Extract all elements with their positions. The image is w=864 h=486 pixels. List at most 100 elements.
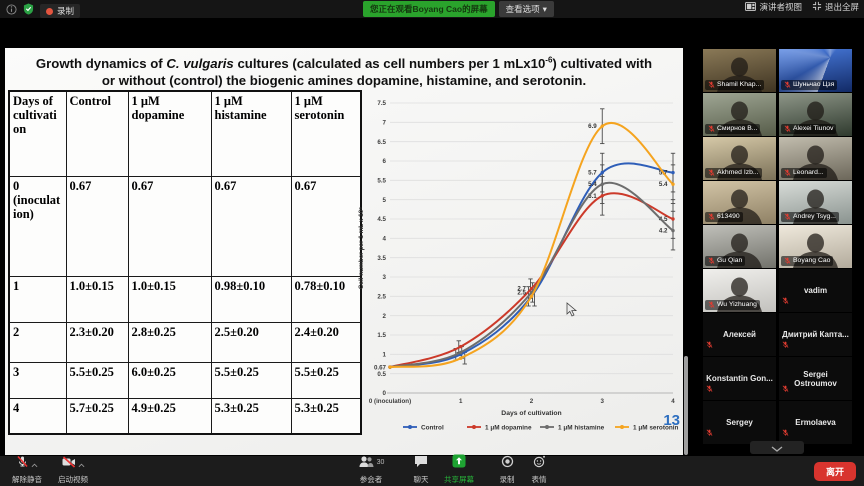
svg-text:5.4: 5.4: [588, 181, 597, 188]
table-cell: 0.98±0.10: [210, 275, 292, 323]
view-options-button[interactable]: 查看选项 ▾: [498, 1, 554, 17]
participant-name: Gu Qian: [705, 255, 746, 266]
table-cell: 5.5±0.25: [290, 361, 362, 399]
table-row: 1 1.0±0.15 1.0±0.15 0.98±0.10 0.78±0.10: [8, 275, 362, 323]
record-icon: [501, 455, 514, 473]
svg-text:4.2: 4.2: [659, 228, 668, 235]
participant-tile[interactable]: Leonard...: [779, 137, 852, 180]
mic-muted-icon: [706, 380, 713, 398]
camera-off-icon: [62, 455, 76, 473]
share-screen-button[interactable]: 共享屏幕: [436, 454, 482, 485]
viewing-screen-badge: 您正在观看Boyang Cao的屏幕: [363, 1, 495, 17]
reactions-button[interactable]: 表情: [516, 455, 562, 485]
mouse-cursor: [566, 302, 578, 323]
record-button[interactable]: 录制: [484, 455, 530, 485]
mic-muted-icon: [16, 455, 29, 473]
participant-name: Шуньчао Цзя: [781, 79, 838, 90]
participants-icon: [358, 455, 374, 473]
table-cell: 2.4±0.20: [290, 321, 362, 363]
svg-text:Days of cultivation: Days of cultivation: [501, 410, 561, 417]
participants-sidebar: Shamil Khap... Шуньчао Цзя Смирнов В... Ale…: [690, 18, 864, 456]
chevron-up-icon[interactable]: [31, 455, 38, 473]
shared-slide: Growth dynamics of C. vulgaris cultures …: [5, 48, 683, 455]
column-header: 1 μM histamine: [210, 90, 292, 177]
svg-text:5.7: 5.7: [588, 170, 597, 177]
encryption-shield-icon[interactable]: [23, 2, 34, 20]
participant-name: Алексей: [723, 330, 756, 339]
svg-text:1: 1: [459, 398, 463, 405]
participant-tile[interactable]: Akhmed Izb...: [703, 137, 776, 180]
participant-name: Wu Yizhuang: [705, 299, 760, 310]
start-video-button[interactable]: 启动视频: [50, 456, 96, 485]
svg-text:1 μM dopamine: 1 μM dopamine: [485, 424, 532, 431]
participant-tile[interactable]: Shamil Khap...: [703, 49, 776, 92]
mic-muted-icon: [782, 380, 789, 398]
participant-tile[interactable]: Alexei Tiunov: [779, 93, 852, 136]
participants-button[interactable]: 30 参会者: [348, 456, 394, 485]
svg-text:0.5: 0.5: [377, 371, 386, 378]
participant-tile[interactable]: Gu Qian: [703, 225, 776, 268]
mic-muted-icon: [706, 336, 713, 354]
table-cell: 5.7±0.25: [65, 397, 129, 435]
chevron-down-icon: [771, 440, 783, 455]
meeting-toolbar: 解除静音 启动视频 30 参会者 聊天 共享屏幕 录制: [0, 454, 864, 486]
table-cell: 0.67: [290, 175, 362, 277]
recording-dot-icon: [46, 7, 53, 15]
growth-table: Days of cultivation Control 1 μM dopamine 1…: [8, 90, 362, 435]
participant-tile[interactable]: Wu Yizhuang: [703, 269, 776, 312]
mic-muted-icon: [782, 336, 789, 354]
svg-text:4.5: 4.5: [377, 216, 386, 223]
participant-tile[interactable]: Дмитрий Капта...: [779, 313, 852, 356]
svg-text:1 μM histamine: 1 μM histamine: [558, 424, 605, 431]
table-cell: 1.0±0.15: [127, 275, 212, 323]
reactions-icon: [533, 455, 546, 473]
participant-name: Akhmed Izb...: [705, 167, 762, 178]
participant-name: Alexei Tiunov: [781, 123, 837, 134]
info-icon[interactable]: [6, 2, 17, 20]
leave-button[interactable]: 离开: [813, 462, 856, 481]
participant-name: Sergey: [726, 418, 753, 427]
chevron-up-icon[interactable]: [78, 455, 85, 473]
svg-text:6: 6: [383, 158, 387, 165]
participant-video: [779, 49, 852, 92]
svg-text:1.5: 1.5: [377, 332, 386, 339]
participant-tile[interactable]: Шуньчао Цзя: [779, 49, 852, 92]
participant-tile[interactable]: Sergey: [703, 401, 776, 444]
chat-button[interactable]: 聊天: [398, 456, 444, 485]
participant-tile[interactable]: Konstantin Gon...: [703, 357, 776, 400]
svg-text:2: 2: [530, 398, 534, 405]
shared-screen-scrollbar[interactable]: [684, 356, 688, 455]
participant-tile[interactable]: vadim: [779, 269, 852, 312]
table-cell: 4: [8, 397, 67, 435]
svg-text:3: 3: [601, 398, 605, 405]
table-cell: 0.67: [65, 175, 129, 277]
svg-text:7: 7: [383, 120, 387, 127]
participant-tile[interactable]: Ermolaeva: [779, 401, 852, 444]
participant-tile[interactable]: Алексей: [703, 313, 776, 356]
svg-text:5: 5: [383, 197, 387, 204]
participant-tile[interactable]: 613490: [703, 181, 776, 224]
table-cell: 2.8±0.25: [127, 321, 212, 363]
svg-text:2.5: 2.5: [377, 294, 386, 301]
participant-name: Смирнов В...: [705, 123, 761, 134]
svg-text:Cell number per 1 mL x 10⁶: Cell number per 1 mL x 10⁶: [358, 207, 365, 289]
unmute-button[interactable]: 解除静音: [4, 455, 50, 485]
participant-tile[interactable]: Смирнов В...: [703, 93, 776, 136]
table-cell: 0.67: [127, 175, 212, 277]
table-row: 3 5.5±0.25 6.0±0.25 5.5±0.25 5.5±0.25: [8, 361, 362, 399]
speaker-view-button[interactable]: 演讲者视图: [745, 1, 802, 13]
participant-name: Дмитрий Капта...: [782, 330, 849, 339]
participant-name: Boyang Cao: [781, 255, 834, 266]
mic-muted-icon: [706, 424, 713, 442]
participant-tile[interactable]: Andrey Tsyg...: [779, 181, 852, 224]
participant-tile[interactable]: Sergei Ostroumov: [779, 357, 852, 400]
svg-text:3: 3: [383, 274, 387, 281]
collapse-gallery-button[interactable]: [750, 441, 804, 454]
participant-tile[interactable]: Boyang Cao: [779, 225, 852, 268]
table-cell: 4.9±0.25: [127, 397, 212, 435]
exit-fullscreen-button[interactable]: 退出全屏: [812, 1, 859, 13]
svg-text:3.5: 3.5: [377, 255, 386, 262]
share-screen-icon: [452, 454, 466, 473]
slide-page-number: 13: [663, 412, 680, 429]
